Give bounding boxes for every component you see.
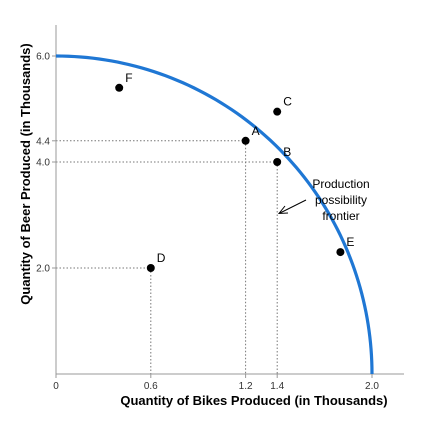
x-tick-label: 1.4 — [270, 381, 284, 392]
annotation-line-1: Production — [312, 177, 369, 191]
x-tick-label: 0.6 — [144, 381, 158, 392]
x-axis-title: Quantity of Bikes Produced (in Thousands… — [120, 393, 387, 408]
point-b — [273, 158, 282, 166]
y-tick-label: 6.0 — [36, 52, 50, 63]
x-tick-label: 1.2 — [239, 381, 253, 392]
annotation-line-3: frontier — [322, 209, 359, 223]
y-axis-title: Quantity of Beer Produced (in Thousands) — [18, 43, 33, 304]
point-label-b: B — [283, 145, 291, 159]
point-label-c: C — [283, 95, 292, 109]
guide-lines — [56, 140, 278, 374]
point-c — [273, 107, 282, 116]
annotation-line-2: possibility — [315, 193, 367, 207]
annotation-arrow — [279, 199, 307, 214]
annotation-arrowhead — [277, 205, 289, 215]
point-label-d: D — [157, 251, 166, 265]
point-label-e: E — [346, 235, 354, 249]
point-label-f: F — [125, 71, 132, 85]
frontier-annotation: Production possibility frontier — [277, 177, 370, 223]
point-f — [115, 83, 124, 92]
point-d — [146, 264, 155, 272]
x-tick-label: 2.0 — [365, 381, 379, 392]
data-points: F C A B D E — [115, 71, 354, 272]
axes — [55, 25, 404, 375]
x-ticks: 0 0.6 1.2 1.4 2.0 — [53, 374, 379, 392]
point-e — [336, 248, 345, 257]
y-tick-label: 4.4 — [36, 136, 50, 147]
y-tick-label: 2.0 — [36, 264, 50, 275]
y-tick-label: 4.0 — [36, 158, 50, 169]
y-ticks: 2.0 4.0 4.4 6.0 — [36, 52, 56, 275]
ppf-curve — [55, 54, 374, 375]
x-tick-label: 0 — [53, 381, 59, 392]
point-label-a: A — [252, 124, 260, 138]
point-a — [241, 136, 250, 145]
